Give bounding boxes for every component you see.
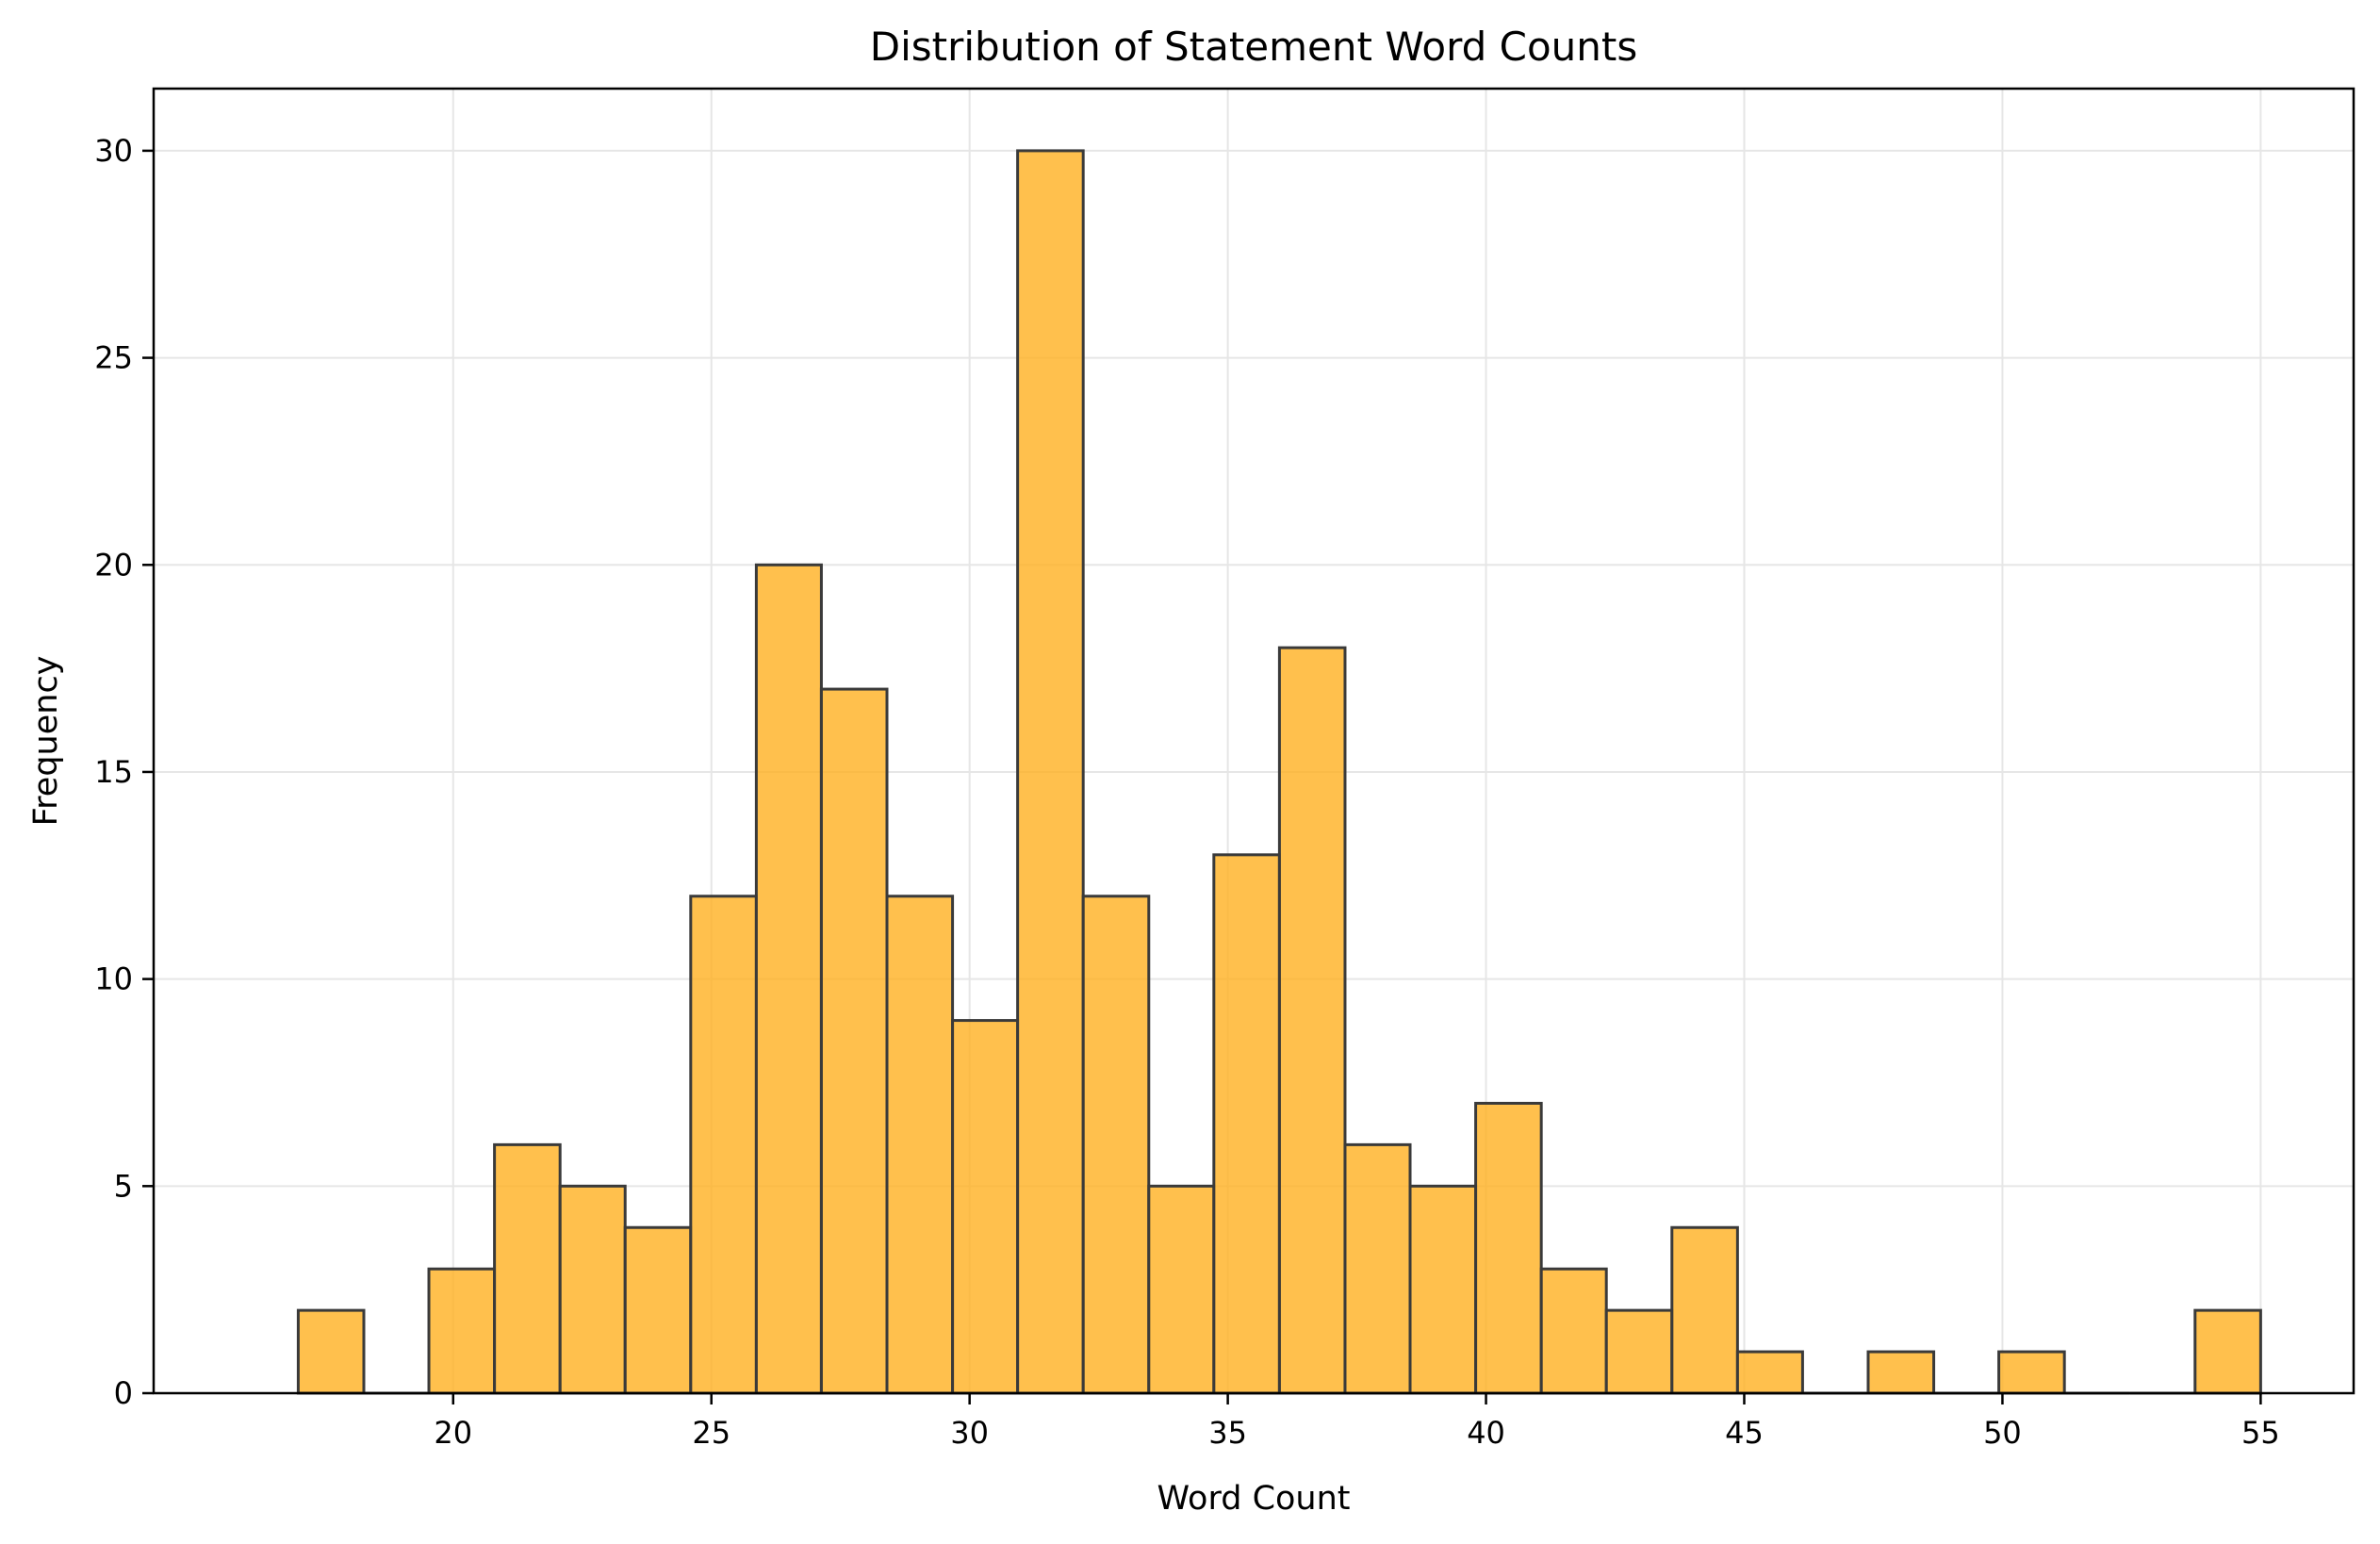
histogram-bar (2193, 1308, 2262, 1395)
y-axis-label: Frequency (27, 656, 65, 827)
y-tick-label: 15 (94, 754, 133, 790)
x-tick-label: 50 (1983, 1415, 2022, 1451)
x-axis-label: Word Count (1157, 1480, 1350, 1518)
y-tick-label: 0 (114, 1375, 133, 1411)
histogram-bar (1735, 1350, 1804, 1395)
bars-layer (296, 149, 2262, 1395)
x-tick-label: 30 (950, 1415, 989, 1451)
histogram-bar (558, 1184, 627, 1395)
histogram-bar (1277, 646, 1347, 1395)
x-tick-label: 40 (1467, 1415, 1505, 1451)
histogram-bar (885, 895, 955, 1395)
histogram-bar (1604, 1308, 1674, 1395)
histogram-bar (1343, 1142, 1412, 1395)
histogram-bar (1408, 1184, 1478, 1395)
y-tick-label: 25 (94, 340, 133, 376)
x-tick-label: 25 (692, 1415, 730, 1451)
x-tick-label: 35 (1208, 1415, 1247, 1451)
x-tick-label: 55 (2241, 1415, 2280, 1451)
histogram-bar (623, 1225, 693, 1395)
histogram-bar (1866, 1350, 1936, 1395)
histogram-bar (493, 1142, 562, 1395)
histogram-bar (427, 1267, 497, 1395)
histogram-bar (754, 563, 823, 1395)
histogram-bar (1081, 895, 1151, 1395)
histogram-bar (1997, 1350, 2066, 1395)
ticks-layer: 20 25 30 35 40 45 50 55 0 5 10 15 20 25 30 (94, 133, 2279, 1451)
grid-layer (154, 89, 2354, 1394)
histogram-bar (1670, 1225, 1739, 1395)
chart-title: Distribution of Statement Word Counts (870, 24, 1638, 70)
histogram-bar (1212, 853, 1281, 1395)
histogram-bar (1016, 149, 1085, 1395)
histogram-bar (689, 895, 758, 1395)
histogram-bar (819, 687, 889, 1395)
y-tick-label: 20 (94, 547, 133, 583)
histogram-bar (1147, 1184, 1216, 1395)
histogram-bar (951, 1019, 1020, 1395)
x-tick-label: 45 (1725, 1415, 1764, 1451)
y-tick-label: 30 (94, 133, 133, 169)
histogram-bar (1474, 1101, 1543, 1395)
y-tick-label: 5 (114, 1168, 133, 1204)
x-tick-label: 20 (434, 1415, 472, 1451)
plot-frame (152, 87, 2355, 1395)
histogram-bar (1539, 1267, 1608, 1395)
histogram-bar (296, 1308, 366, 1395)
y-tick-label: 10 (94, 961, 133, 997)
